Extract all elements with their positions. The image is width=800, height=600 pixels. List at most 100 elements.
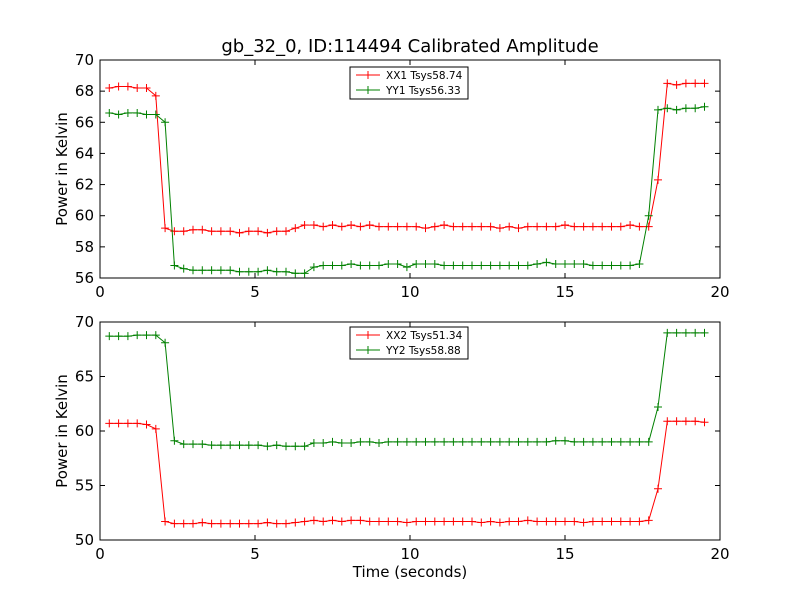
data-point [635,517,644,526]
data-point [523,437,532,446]
data-point [337,438,346,447]
data-point [328,437,337,446]
data-point [384,259,393,268]
data-point [319,222,328,231]
data-point [319,438,328,447]
data-point [588,437,597,446]
x-tick-label: 15 [555,545,574,563]
legend: XX1 Tsys58.74 YY1 Tsys56.33 [349,66,469,100]
data-point [458,222,467,231]
y-tick-label: 70 [75,313,94,331]
x-tick-label: 15 [555,283,574,301]
data-point [198,266,207,275]
data-point [216,519,225,528]
data-point [598,261,607,270]
data-point [402,222,411,231]
data-point [142,84,151,93]
x-tick-label: 20 [710,545,729,563]
data-point [440,517,449,526]
data-point [151,424,160,433]
data-point [412,437,421,446]
data-point [309,516,318,525]
data-point [598,437,607,446]
x-tick-label: 5 [250,545,260,563]
data-point [505,437,514,446]
data-point [579,437,588,446]
data-point [505,517,514,526]
data-point [263,228,272,237]
data-point [700,328,709,337]
data-point [412,517,421,526]
data-point [105,108,114,117]
data-point [300,269,309,278]
data-point [309,263,318,272]
data-point [654,484,662,493]
data-point [468,437,476,446]
data-point [626,517,635,526]
data-point [244,519,253,528]
data-point [365,221,374,230]
data-point [189,440,197,449]
data-point [402,437,411,446]
data-point [514,261,523,270]
data-point [412,222,421,231]
data-point [161,224,170,233]
data-point [691,417,700,426]
data-point [468,517,476,526]
data-point [282,442,290,451]
data-point [114,332,123,341]
data-point [626,437,635,446]
data-point [375,222,383,231]
data-point [375,261,383,270]
data-point [421,224,430,233]
legend-marker [364,71,372,79]
data-point [328,221,337,230]
data-point [542,258,551,267]
data-point [272,519,281,528]
data-point [691,79,700,88]
data-point [105,419,114,428]
data-point [449,517,458,526]
data-point [570,517,579,526]
data-point [161,118,170,127]
data-point [114,419,123,428]
data-point [672,80,681,89]
data-point [337,517,346,526]
data-point [440,221,449,230]
data-point [681,417,690,426]
data-point [291,224,300,233]
x-tick-label: 0 [95,283,105,301]
data-point [495,261,504,270]
data-point [458,437,467,446]
data-point [681,104,690,113]
data-point [514,224,523,233]
y-tick-label: 68 [75,82,94,100]
data-point [393,437,402,446]
data-point [375,438,383,447]
data-point [207,441,216,450]
data-point [570,222,579,231]
data-point [449,222,458,231]
data-point [681,79,690,88]
data-point [365,517,374,526]
data-point [179,440,188,449]
data-point [672,105,681,114]
y-tick-label: 70 [75,51,94,69]
data-point [319,261,328,270]
data-point [654,105,662,114]
data-point [402,518,411,527]
data-point [263,518,272,527]
data-point [570,437,579,446]
data-point [151,91,160,100]
legend-label: YY2 Tsys58.88 [385,345,461,357]
data-point [477,261,486,270]
data-point [393,222,402,231]
data-point [123,108,132,117]
data-point [161,338,170,347]
data-point [468,222,476,231]
data-point [440,437,449,446]
data-point [663,417,672,426]
data-point [598,222,607,231]
data-point [226,266,235,275]
data-point [486,261,495,270]
